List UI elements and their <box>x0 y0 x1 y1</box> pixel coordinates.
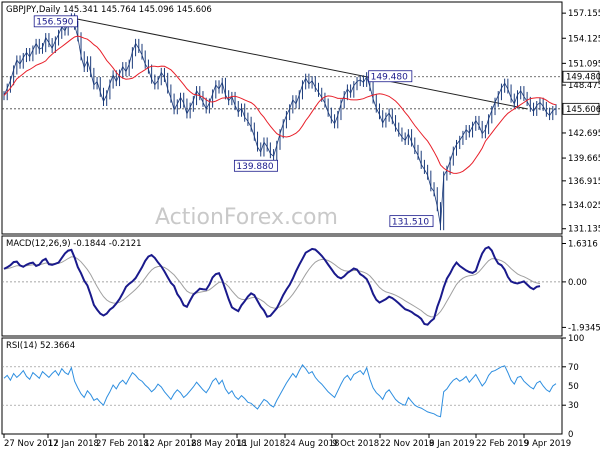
x-tick-label: 27 Feb 2018 <box>96 439 149 449</box>
x-tick-label: 28 May 2018 <box>191 439 246 449</box>
price-y-tick-label: 134.025 <box>568 201 600 211</box>
price-y-tick-label: 154.125 <box>568 34 600 44</box>
macd-y-axis: 1.6316 0.00 -1.9345 <box>562 239 600 333</box>
price-value-label: 149.480 <box>566 73 600 83</box>
trendline <box>71 17 528 110</box>
annotation-box <box>233 159 278 172</box>
annotation-label: 131.510 <box>392 217 429 227</box>
x-tick-label: 9 Oct 2018 <box>332 439 379 449</box>
rsi-y-tick-label: 0 <box>568 430 573 440</box>
x-tick-label: 11 Jul 2018 <box>237 439 285 449</box>
price-annotations: 156.590 139.880 149.480 131.510 <box>33 15 434 228</box>
rsi-y-tick-label: 30 <box>568 401 579 411</box>
rsi-series <box>3 364 557 418</box>
rsi-panel-frame <box>1 337 563 435</box>
macd-signal-line <box>3 256 541 318</box>
rsi-line <box>3 364 557 418</box>
price-y-tick-label: 139.665 <box>568 154 600 164</box>
macd-panel-frame <box>1 235 563 337</box>
price-y-tick-label: 142.695 <box>568 129 600 139</box>
price-value-box <box>562 70 600 83</box>
rsi-y-tick-label: 100 <box>568 334 584 344</box>
x-tick-label: 22 Feb 2019 <box>476 439 529 449</box>
price-value-labels: 149.480 145.606 <box>562 70 600 115</box>
x-tick-label: 12 Apr 2018 <box>144 439 197 449</box>
rsi-panel: RSI(14) 52.3664 100 70 30 50 0 <box>1 334 584 440</box>
macd-y-tick-label: -1.9345 <box>568 323 600 333</box>
rsi-y-axis: 100 70 30 50 0 <box>562 334 584 440</box>
macd-series <box>3 245 541 326</box>
price-series <box>3 13 557 231</box>
x-tick-label: 12 Jan 2018 <box>48 439 99 449</box>
trendline-segment <box>71 17 528 110</box>
price-value-box <box>562 102 600 115</box>
price-y-tick-label: 131.135 <box>568 225 600 235</box>
rsi-y-tick-label: 50 <box>568 382 579 392</box>
price-panel: ActionForex.com GBPJPY,Daily 145.341 145… <box>1 1 600 235</box>
price-value-label: 145.606 <box>566 105 600 115</box>
macd-panel: MACD(12,26,9) -0.1844 -0.2121 1.6316 0.00… <box>1 235 600 337</box>
rsi-level-lines <box>2 366 562 406</box>
watermark: ActionForex.com <box>155 205 338 230</box>
price-y-tick-label: 136.915 <box>568 177 600 187</box>
price-panel-frame <box>1 1 563 235</box>
macd-header: MACD(12,26,9) -0.1844 -0.2121 <box>6 239 142 249</box>
price-line <box>3 16 557 226</box>
annotation-box <box>368 70 413 83</box>
macd-y-tick-label: 0.00 <box>568 278 587 288</box>
x-tick-label: 24 Aug 2018 <box>285 439 339 449</box>
annotation-box <box>389 215 434 228</box>
moving-average-line <box>3 35 557 174</box>
x-tick-label: 27 Nov 2017 <box>4 439 58 449</box>
price-y-tick-label: 151.095 <box>568 59 600 69</box>
price-header: GBPJPY,Daily 145.341 145.764 145.096 145… <box>6 5 212 15</box>
price-level-lines <box>2 76 562 110</box>
price-y-tick-label: 148.475 <box>568 81 600 91</box>
annotation-label: 149.480 <box>371 73 408 83</box>
macd-line <box>3 245 541 326</box>
rsi-header: RSI(14) 52.3664 <box>6 341 75 351</box>
x-tick-label: 22 Nov 2018 <box>380 439 434 449</box>
x-tick-label: 9 Apr 2019 <box>524 439 571 449</box>
macd-y-tick-label: 1.6316 <box>568 239 598 249</box>
annotation-box <box>33 15 78 28</box>
annotation-label: 139.880 <box>236 162 273 172</box>
rsi-y-tick-label: 70 <box>568 363 579 373</box>
x-tick-label: 9 Jan 2019 <box>429 439 475 449</box>
annotation-label: 156.590 <box>36 18 73 28</box>
price-y-tick-label: 157.155 <box>568 9 600 19</box>
